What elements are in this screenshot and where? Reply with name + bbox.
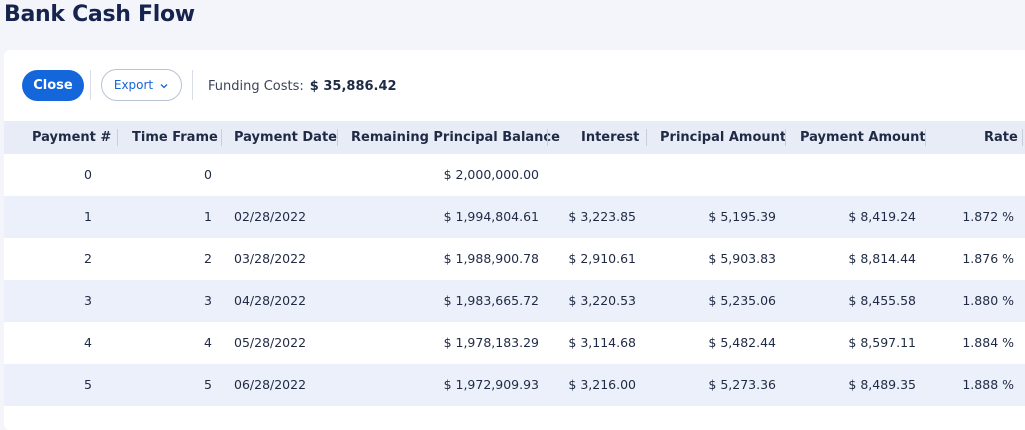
column-resize-handle[interactable] [646, 129, 647, 146]
col-time-frame-cell: 4 [204, 335, 212, 350]
toolbar: Close Export Funding Costs: $ 35,886.42 [4, 50, 1025, 120]
table-row[interactable]: 5 5 06/28/2022 $ 1,972,909.93 $ 3,216.00 $ 5,… [4, 364, 1025, 406]
col-time-frame-header[interactable]: Time Frame [132, 130, 218, 145]
col-rate-cell: 1.872 % [962, 209, 1014, 224]
col-remaining-balance-cell: $ 1,988,900.78 [443, 251, 539, 266]
column-resize-handle[interactable] [547, 129, 548, 146]
col-time-frame-cell: 2 [204, 251, 212, 266]
col-interest-header[interactable]: Interest [581, 130, 640, 145]
close-button[interactable]: Close [22, 70, 84, 101]
col-time-frame-cell: 1 [204, 209, 212, 224]
column-resize-handle[interactable] [925, 129, 926, 146]
col-payment-date-cell: 02/28/2022 [234, 209, 307, 224]
column-resize-handle[interactable] [1022, 129, 1023, 146]
col-payment-date-header[interactable]: Payment Date [234, 130, 337, 145]
col-payment-amount-cell [794, 154, 916, 196]
column-resize-handle[interactable] [337, 129, 338, 146]
col-payment-amount-header[interactable]: Payment Amount [800, 130, 926, 145]
col-rate-cell [934, 154, 1014, 196]
cash-flow-table: Payment # Time Frame Payment Date Remaining… [4, 121, 1025, 406]
col-payment-number-cell: 2 [84, 251, 92, 266]
col-payment-number-cell: 5 [84, 377, 92, 392]
col-interest-cell: $ 3,216.00 [568, 377, 636, 392]
col-principal-amount-cell: $ 5,195.39 [708, 209, 776, 224]
col-principal-amount-header[interactable]: Principal Amount [660, 130, 787, 145]
table-body: 0 0 $ 2,000,000.00 1 1 02/28/2022 $ 1,994,804.… [4, 154, 1025, 406]
col-remaining-balance-cell: $ 1,972,909.93 [443, 377, 539, 392]
col-payment-number-cell: 1 [84, 209, 92, 224]
col-payment-amount-cell: $ 8,597.11 [848, 335, 916, 350]
col-principal-amount-cell: $ 5,273.36 [708, 377, 776, 392]
col-remaining-balance-cell: $ 2,000,000.00 [443, 167, 539, 182]
col-remaining-balance-header[interactable]: Remaining Principal Balance [351, 130, 560, 145]
funding-costs-label: Funding Costs: [208, 79, 304, 94]
col-principal-amount-cell: $ 5,482.44 [708, 335, 776, 350]
col-payment-date-cell: 03/28/2022 [234, 251, 307, 266]
col-interest-cell: $ 3,220.53 [568, 293, 636, 308]
col-payment-number-header[interactable]: Payment # [32, 130, 112, 145]
col-interest-cell: $ 3,223.85 [568, 209, 636, 224]
col-rate-cell: 1.884 % [962, 335, 1014, 350]
col-interest-cell: $ 2,910.61 [568, 251, 636, 266]
export-label: Export [113, 78, 154, 92]
col-interest-cell [554, 154, 636, 196]
funding-costs-value: $ 35,886.42 [309, 79, 397, 94]
col-payment-number-cell: 0 [84, 167, 92, 182]
col-principal-amount-cell: $ 5,235.06 [708, 293, 776, 308]
funding-costs: Funding Costs: $ 35,886.42 [208, 79, 397, 94]
page-title: Bank Cash Flow [4, 2, 195, 27]
col-principal-amount-cell [654, 154, 776, 196]
col-remaining-balance-cell: $ 1,983,665.72 [443, 293, 539, 308]
col-payment-amount-cell: $ 8,814.44 [848, 251, 916, 266]
col-rate-header[interactable]: Rate [984, 130, 1018, 145]
column-resize-handle[interactable] [221, 129, 222, 146]
col-payment-number-cell: 4 [84, 335, 92, 350]
table-row[interactable]: 4 4 05/28/2022 $ 1,978,183.29 $ 3,114.68 $ 5,… [4, 322, 1025, 364]
col-payment-amount-cell: $ 8,489.35 [848, 377, 916, 392]
col-principal-amount-cell: $ 5,903.83 [708, 251, 776, 266]
cash-flow-card: Close Export Funding Costs: $ 35,886.42 P… [4, 50, 1025, 430]
table-row[interactable]: 0 0 $ 2,000,000.00 [4, 154, 1025, 196]
col-time-frame-cell: 3 [204, 293, 212, 308]
toolbar-divider [192, 70, 193, 100]
col-payment-number-cell: 3 [84, 293, 92, 308]
table-header: Payment # Time Frame Payment Date Remaining… [4, 121, 1025, 154]
col-payment-date-cell [234, 154, 334, 196]
col-rate-cell: 1.876 % [962, 251, 1014, 266]
col-time-frame-cell: 0 [204, 167, 212, 182]
col-remaining-balance-cell: $ 1,978,183.29 [443, 335, 539, 350]
export-dropdown-button[interactable]: Export [101, 69, 182, 101]
col-remaining-balance-cell: $ 1,994,804.61 [443, 209, 539, 224]
table-row[interactable]: 3 3 04/28/2022 $ 1,983,665.72 $ 3,220.53 $ 5,… [4, 280, 1025, 322]
col-time-frame-cell: 5 [204, 377, 212, 392]
col-payment-amount-cell: $ 8,419.24 [848, 209, 916, 224]
column-resize-handle[interactable] [117, 129, 118, 146]
col-payment-date-cell: 04/28/2022 [234, 293, 307, 308]
chevron-down-icon [159, 80, 169, 90]
col-payment-date-cell: 05/28/2022 [234, 335, 307, 350]
table-row[interactable]: 1 1 02/28/2022 $ 1,994,804.61 $ 3,223.85 $ 5,… [4, 196, 1025, 238]
table-row[interactable]: 2 2 03/28/2022 $ 1,988,900.78 $ 2,910.61 $ 5,… [4, 238, 1025, 280]
column-resize-handle[interactable] [785, 129, 786, 146]
col-payment-amount-cell: $ 8,455.58 [848, 293, 916, 308]
col-payment-date-cell: 06/28/2022 [234, 377, 307, 392]
toolbar-divider [90, 70, 91, 100]
col-rate-cell: 1.888 % [962, 377, 1014, 392]
col-interest-cell: $ 3,114.68 [568, 335, 636, 350]
col-rate-cell: 1.880 % [962, 293, 1014, 308]
